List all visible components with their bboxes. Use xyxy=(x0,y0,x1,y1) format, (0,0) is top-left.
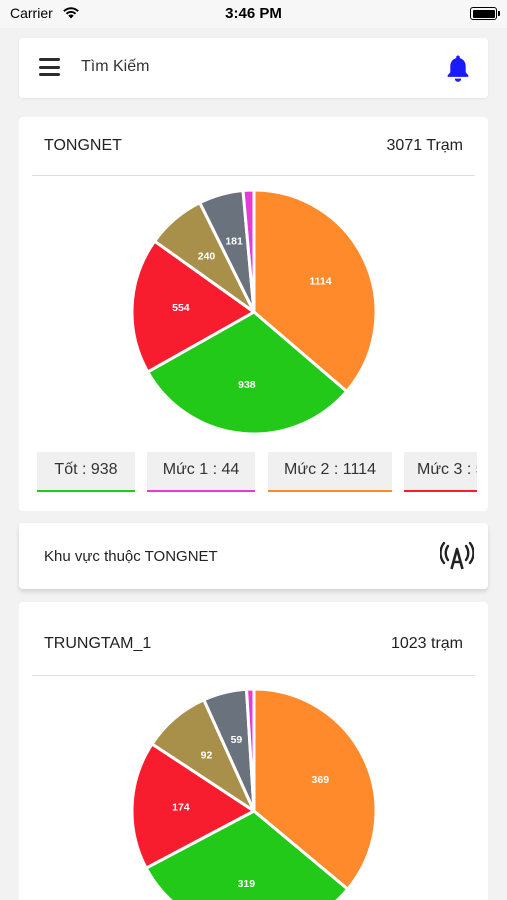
wifi-icon xyxy=(63,7,79,19)
legend-label: Tốt : 938 xyxy=(54,461,118,478)
pie-slice-label: 319 xyxy=(238,878,256,890)
legend-underline xyxy=(37,490,135,492)
pie-slice-label: 181 xyxy=(225,236,243,248)
divider xyxy=(32,675,475,676)
hamburger-menu-icon[interactable] xyxy=(39,58,60,76)
search-bar[interactable]: Tìm Kiếm xyxy=(19,38,488,98)
summary-card: TONGNET 3071 Trạm 1114 938 554 240 181 Tốt :… xyxy=(19,117,488,511)
clock: 3:46 PM xyxy=(225,5,282,22)
legend-chip-muc3[interactable]: Mức 3 : 554 xyxy=(404,452,477,492)
antenna-icon[interactable] xyxy=(440,541,474,571)
battery-icon xyxy=(470,7,500,20)
pie-slice-label: 240 xyxy=(198,250,216,262)
pie-slice-label: 554 xyxy=(172,302,190,314)
pie-slice-label: 1114 xyxy=(309,275,331,287)
bell-icon[interactable] xyxy=(446,54,470,82)
station-count: 1023 trạm xyxy=(390,635,463,652)
region-label: Khu vực thuộc TONGNET xyxy=(44,548,218,565)
legend-underline xyxy=(147,490,255,492)
legend-chip-muc2[interactable]: Mức 2 : 1114 xyxy=(268,452,392,492)
pie-slice[interactable] xyxy=(252,687,378,891)
pie-slice-label: 92 xyxy=(201,749,213,761)
pie-slice[interactable] xyxy=(245,687,256,813)
pie-slice[interactable] xyxy=(144,809,350,900)
legend-underline xyxy=(268,490,392,492)
pie-slice[interactable] xyxy=(146,310,349,436)
legend-row: Tốt : 938 Mức 1 : 44 Mức 2 : 1114 Mức 3 … xyxy=(37,452,477,496)
status-bar: Carrier 3:46 PM xyxy=(0,0,507,28)
network-title: TONGNET xyxy=(44,137,122,154)
pie-slice-label: 59 xyxy=(231,734,243,746)
legend-label: Mức 3 : 554 xyxy=(417,461,477,478)
pie-slice[interactable] xyxy=(241,188,256,314)
pie-slice[interactable] xyxy=(252,188,378,393)
status-pie-chart: 1114 938 554 240 181 xyxy=(130,188,378,436)
legend-label: Mức 2 : 1114 xyxy=(284,461,376,478)
pie-slice[interactable] xyxy=(130,742,256,870)
pie-slice-label: 369 xyxy=(312,774,330,786)
carrier-label: Carrier xyxy=(10,5,53,21)
legend-underline xyxy=(404,490,477,492)
pie-slice-label: 174 xyxy=(172,802,190,814)
pie-slice-label: 938 xyxy=(238,379,256,391)
legend-chip-tot[interactable]: Tốt : 938 xyxy=(37,452,135,492)
region-row[interactable]: Khu vực thuộc TONGNET xyxy=(19,523,488,589)
station-count: 3071 Trạm xyxy=(386,137,463,154)
station-title: TRUNGTAM_1 xyxy=(44,635,152,652)
legend-chip-muc1[interactable]: Mức 1 : 44 xyxy=(147,452,255,492)
pie-slice[interactable] xyxy=(130,239,256,374)
search-placeholder[interactable]: Tìm Kiếm xyxy=(81,58,150,75)
station-card[interactable]: TRUNGTAM_1 1023 trạm 369 319 174 92 59 xyxy=(19,602,488,900)
divider xyxy=(32,175,475,176)
legend-label: Mức 1 : 44 xyxy=(162,461,240,478)
station-pie-chart: 369 319 174 92 59 xyxy=(130,687,378,900)
